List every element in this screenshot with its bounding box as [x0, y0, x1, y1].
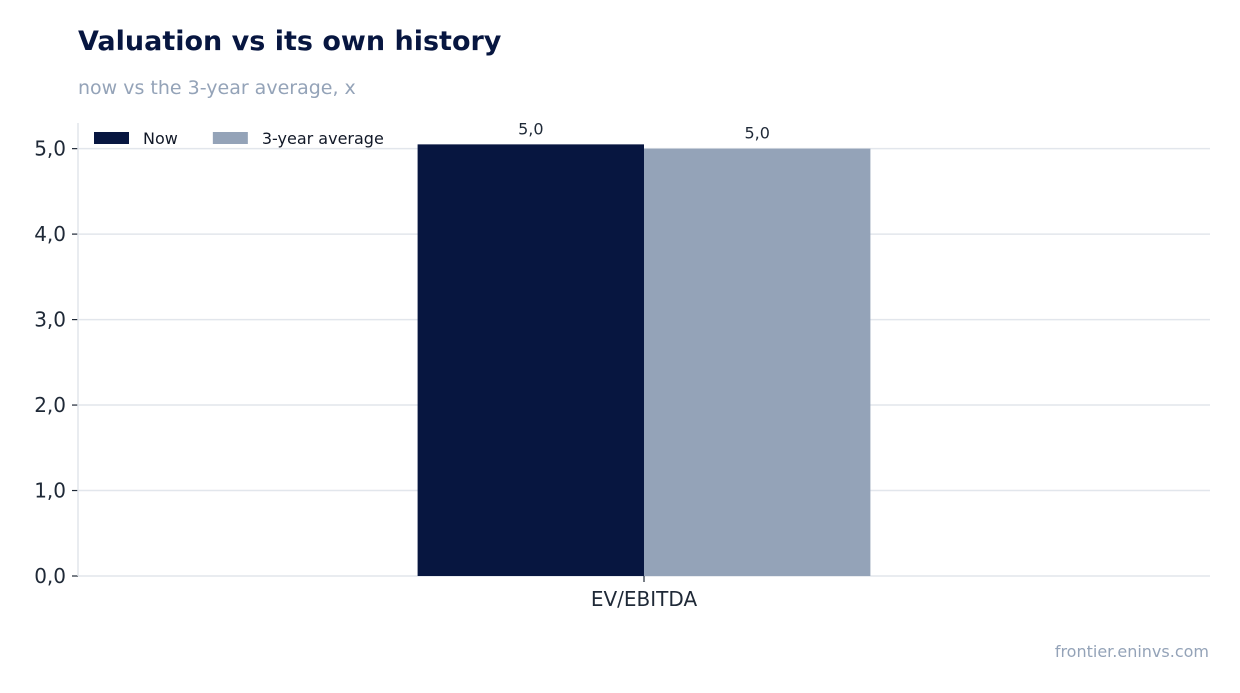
bar-3-year-average	[644, 148, 871, 576]
legend: Now 3-year average	[94, 129, 384, 148]
bars-layer	[417, 144, 871, 576]
legend-label: Now	[143, 129, 178, 148]
y-tick-label: 2,0	[34, 393, 66, 417]
legend-swatch	[212, 132, 248, 144]
labels-layer: 5,0 5,0	[518, 119, 770, 142]
x-tick-label: EV/EBITDA	[591, 587, 698, 611]
y-tick-label: 3,0	[34, 308, 66, 332]
legend-swatch	[94, 132, 129, 144]
data-label: 5,0	[518, 119, 543, 138]
y-tick-label: 5,0	[34, 137, 66, 161]
y-tick-label: 4,0	[34, 222, 66, 246]
source-watermark: frontier.eninvs.com	[1054, 642, 1209, 661]
legend-label: 3-year average	[262, 129, 384, 148]
data-label: 5,0	[744, 124, 769, 143]
y-tick-label: 1,0	[34, 479, 66, 503]
y-tick-label: 0,0	[34, 564, 66, 588]
chart-title: Valuation vs its own history	[78, 26, 502, 57]
bar-now	[417, 144, 644, 576]
chart-subtitle: now vs the 3-year average, x	[78, 77, 356, 99]
axes-layer: 0,0 1,0 2,0 3,0 4,0 5,0 EV/EBITDA	[34, 123, 697, 611]
